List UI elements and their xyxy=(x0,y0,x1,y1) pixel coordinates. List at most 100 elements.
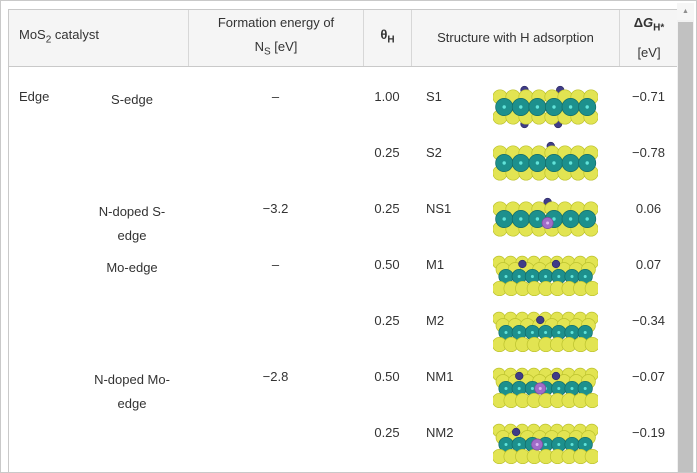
coverage-value: 0.25 xyxy=(374,313,400,328)
edge-type-label: N-doped S-edge xyxy=(98,204,166,243)
dg-cell: −0.78 xyxy=(619,136,678,192)
structure-image xyxy=(492,85,599,129)
edge-type-cell xyxy=(64,136,188,192)
edge-type-cell: N-doped S-edge xyxy=(64,192,188,248)
header-cell-formation-energy: Formation energy of NS [eV] xyxy=(188,10,363,66)
formation-energy-cell xyxy=(188,136,363,192)
dg-cell: −0.34 xyxy=(619,304,678,360)
table-row: 0.25 NM2 −0.19 xyxy=(9,416,678,472)
coverage-value: 0.25 xyxy=(374,201,400,216)
table-row: Edge S-edge – 1.00 S1 −0.71 xyxy=(9,80,678,136)
structure-cell: M1 xyxy=(411,248,619,304)
header-formation-label: Formation energy of NS [eV] xyxy=(217,15,335,58)
coverage-cell: 0.25 xyxy=(363,416,411,472)
group-cell xyxy=(9,136,64,192)
table-row: 0.25 M2 −0.34 xyxy=(9,304,678,360)
coverage-value: 0.25 xyxy=(374,425,400,440)
formation-energy-value: – xyxy=(271,89,280,104)
group-cell xyxy=(9,248,64,304)
dg-value: 0.06 xyxy=(635,201,662,216)
header-coverage-label: θH xyxy=(380,27,395,46)
dg-cell: −0.71 xyxy=(619,80,678,136)
structure-cell: M2 xyxy=(411,304,619,360)
coverage-value: 1.00 xyxy=(374,89,400,104)
structure-label: NM1 xyxy=(426,369,454,384)
table-row: 0.25 S2 −0.78 xyxy=(9,136,678,192)
structure-cell: NM1 xyxy=(411,360,619,416)
coverage-cell: 0.25 xyxy=(363,192,411,248)
dg-cell: 0.07 xyxy=(619,248,678,304)
table-row: N-doped Mo-edge −2.8 0.50 NM1 −0.07 xyxy=(9,360,678,416)
coverage-cell: 0.50 xyxy=(363,248,411,304)
edge-type-cell: S-edge xyxy=(64,80,188,136)
formation-energy-cell: −3.2 xyxy=(188,192,363,248)
table-header: MoS2 catalyst Formation energy of NS [eV]… xyxy=(9,9,678,67)
edge-type-cell: N-doped Mo-edge xyxy=(64,360,188,416)
coverage-value: 0.25 xyxy=(374,145,400,160)
formation-energy-cell xyxy=(188,416,363,472)
structure-label: NS1 xyxy=(426,201,452,216)
header-cell-coverage: θH xyxy=(363,10,411,66)
formation-energy-value: −3.2 xyxy=(262,201,289,216)
structure-label: S1 xyxy=(426,89,442,104)
formation-energy-value: −2.8 xyxy=(262,369,289,384)
coverage-cell: 0.25 xyxy=(363,136,411,192)
scrollbar-thumb[interactable] xyxy=(678,22,693,472)
structure-label: NM2 xyxy=(426,425,454,440)
coverage-cell: 0.50 xyxy=(363,360,411,416)
header-cell-catalyst: MoS2 catalyst xyxy=(9,10,188,66)
formation-energy-cell: – xyxy=(188,248,363,304)
dg-value: −0.78 xyxy=(632,145,665,160)
structure-image xyxy=(491,421,600,465)
dg-value: −0.07 xyxy=(632,369,665,384)
coverage-value: 0.50 xyxy=(374,369,400,384)
structure-label: M1 xyxy=(426,257,445,272)
structure-label: S2 xyxy=(426,145,442,160)
group-label: Edge xyxy=(19,89,50,104)
coverage-value: 0.50 xyxy=(374,257,400,272)
dg-value: −0.71 xyxy=(632,89,665,104)
structure-image xyxy=(492,141,599,185)
formation-energy-cell xyxy=(188,304,363,360)
scroll-up-icon: ▲ xyxy=(682,8,689,15)
group-cell xyxy=(9,416,64,472)
table-body: Edge S-edge – 1.00 S1 −0.71 0.25 S2 −0.7… xyxy=(9,67,678,472)
edge-type-label: N-doped Mo-edge xyxy=(94,372,170,411)
table-row: Mo-edge – 0.50 M1 0.07 xyxy=(9,248,678,304)
dg-value: 0.07 xyxy=(635,257,662,272)
header-cell-structure: Structure with H adsorption xyxy=(411,10,619,66)
scroll-up-button[interactable]: ▲ xyxy=(677,3,694,20)
header-structure-label: Structure with H adsorption xyxy=(437,30,594,45)
edge-type-cell: Mo-edge xyxy=(64,248,188,304)
dg-cell: −0.07 xyxy=(619,360,678,416)
vertical-scrollbar[interactable]: ▲ xyxy=(677,3,694,472)
structure-cell: S2 xyxy=(411,136,619,192)
group-cell xyxy=(9,360,64,416)
dg-cell: 0.06 xyxy=(619,192,678,248)
structure-image xyxy=(491,365,600,409)
edge-type-label: S-edge xyxy=(111,92,153,107)
structure-cell: NM2 xyxy=(411,416,619,472)
formation-energy-cell: −2.8 xyxy=(188,360,363,416)
dg-cell: −0.19 xyxy=(619,416,678,472)
structure-label: M2 xyxy=(426,313,445,328)
formation-energy-value: – xyxy=(271,257,280,272)
structure-cell: S1 xyxy=(411,80,619,136)
header-dg-label: ΔGH* [eV] xyxy=(633,15,665,60)
structure-cell: NS1 xyxy=(411,192,619,248)
coverage-cell: 0.25 xyxy=(363,304,411,360)
group-cell xyxy=(9,304,64,360)
edge-type-cell xyxy=(64,304,188,360)
group-cell: Edge xyxy=(9,80,64,136)
dg-value: −0.34 xyxy=(632,313,665,328)
structure-image xyxy=(491,309,600,353)
edge-type-label: Mo-edge xyxy=(106,260,158,275)
structure-image xyxy=(492,197,599,241)
structure-image xyxy=(491,253,600,297)
table-row: N-doped S-edge −3.2 0.25 NS1 0.06 xyxy=(9,192,678,248)
header-cell-dg: ΔGH* [eV] xyxy=(619,10,678,66)
coverage-cell: 1.00 xyxy=(363,80,411,136)
dg-value: −0.19 xyxy=(632,425,665,440)
catalyst-table: MoS2 catalyst Formation energy of NS [eV]… xyxy=(8,9,679,472)
